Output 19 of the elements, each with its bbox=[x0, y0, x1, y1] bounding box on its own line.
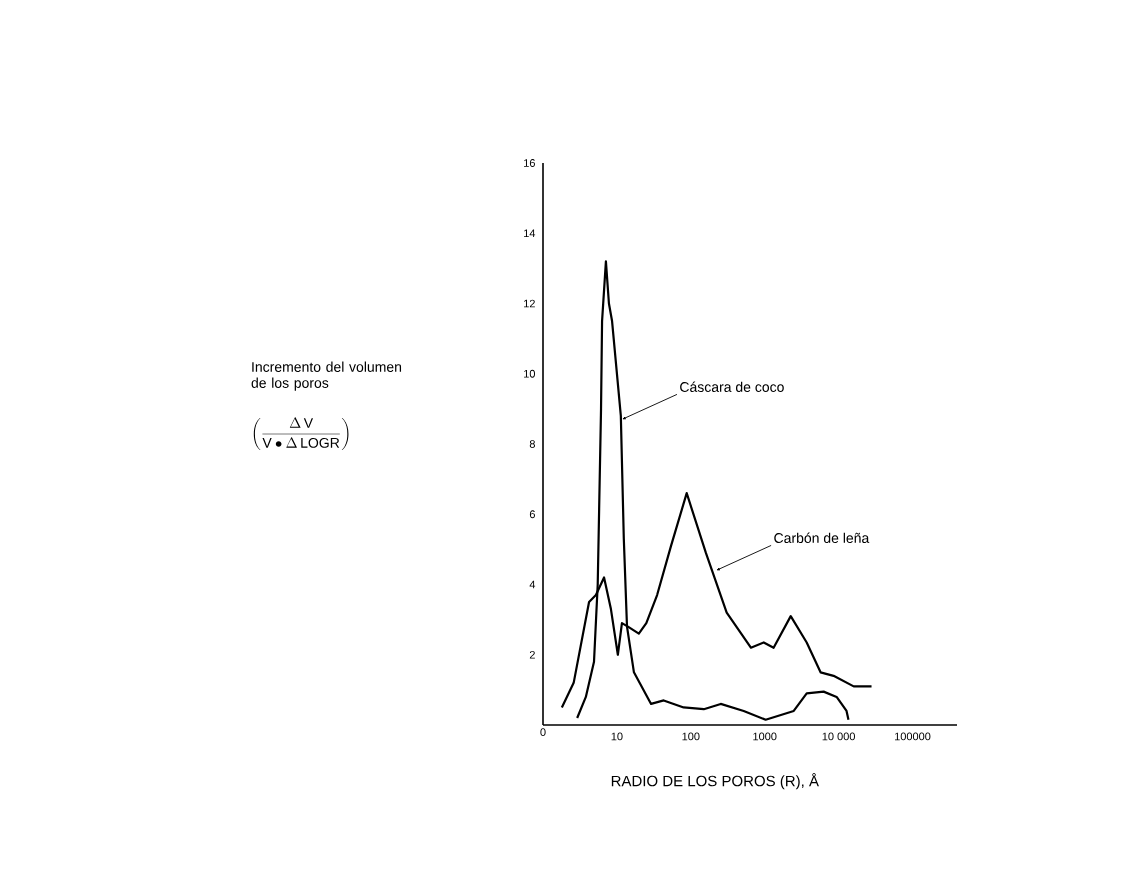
x-axis-title: RADIO DE LOS POROS (R), Å bbox=[611, 773, 819, 790]
text: $\left(\frac{\Delta\,\mathrm{V}}{\mathrm{V}\bullet\Delta\,\mathrm{LOGR}}\right)$ bbox=[253, 417, 349, 451]
y-tick-label: 10 bbox=[524, 369, 536, 378]
y-tick-label: 16 bbox=[524, 159, 535, 167]
y-tick-label: 8 bbox=[529, 440, 535, 448]
x-tick-label: 10 bbox=[611, 732, 623, 741]
y-tick-label: 2 bbox=[529, 650, 535, 659]
y-tick-label: 14 bbox=[524, 229, 536, 238]
annotation: Cáscara de coco bbox=[680, 381, 784, 392]
y-tick-label: 6 bbox=[529, 510, 535, 519]
y-tick-label: 4 bbox=[529, 580, 536, 589]
x-tick-label: 100000 bbox=[894, 732, 931, 741]
x-tick-label: 100 bbox=[682, 732, 700, 741]
x-tick-label: 10 000 bbox=[822, 732, 855, 741]
text: 0 bbox=[540, 728, 546, 737]
text: Incremento del volumen de los poros bbox=[251, 361, 402, 391]
x-tick-label: 1000 bbox=[753, 732, 777, 741]
annotation: Carbón de leña bbox=[774, 532, 870, 544]
y-tick-label: 12 bbox=[524, 299, 535, 308]
